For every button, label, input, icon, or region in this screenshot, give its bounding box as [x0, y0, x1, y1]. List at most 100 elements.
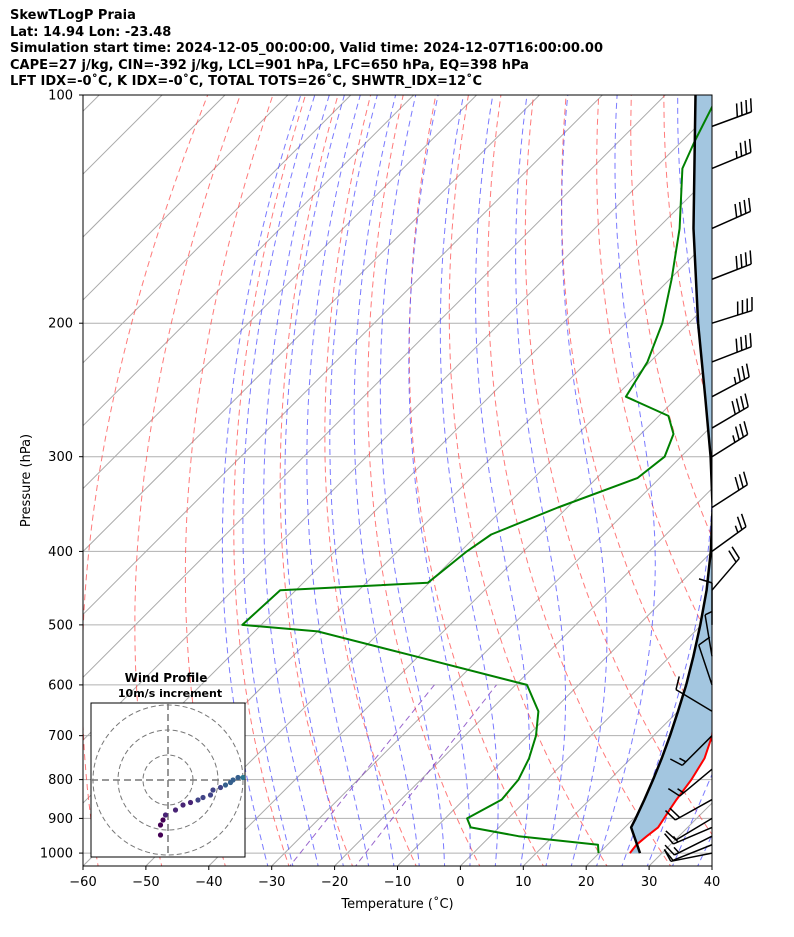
moist-adiabat [596, 95, 656, 866]
wind-barb-staff [711, 406, 749, 429]
dry-adiabat [367, 95, 481, 866]
dry-adiabat [324, 95, 417, 866]
y-tick-label: 300 [48, 450, 73, 465]
wind-barb-half-flag [734, 525, 739, 533]
wind-barb-flag [740, 395, 745, 410]
wind-barb-flag [735, 338, 738, 353]
y-tick-label: 900 [48, 812, 73, 827]
wind-barb-flag [748, 138, 752, 153]
x-tick-label: 20 [578, 875, 595, 890]
isotherm-line [711, 865, 712, 866]
wind-barb-staff [711, 263, 752, 280]
hodograph-point [217, 784, 224, 791]
x-tick-label: −50 [132, 875, 159, 890]
x-tick-label: −40 [195, 875, 222, 890]
wind-barb-flag [736, 516, 743, 530]
moist-adiabat [515, 95, 566, 866]
wind-barb-flag [731, 400, 737, 415]
dry-adiabat [233, 95, 306, 866]
isotherm-line [772, 78, 794, 869]
wind-barb-half-flag [673, 846, 680, 854]
moist-adiabat [439, 95, 499, 866]
dry-adiabat [83, 95, 209, 866]
chart-title: SkewTLogP Praia [10, 8, 136, 23]
dry-adiabat [561, 95, 712, 743]
isotherm-line [145, 299, 712, 866]
wind-barb-flag [744, 252, 748, 266]
wind-barb-flag [742, 471, 749, 485]
wind-barb-flag [664, 810, 676, 821]
hodograph-point [200, 794, 206, 801]
wind-barb-flag [743, 421, 749, 435]
wind-barb-staff [675, 689, 713, 712]
wind-profile-title: Wind Profile [125, 671, 208, 685]
wind-barb-flag [664, 844, 675, 856]
y-tick-label: 500 [48, 618, 73, 633]
isotherm-line [83, 95, 604, 616]
isotherm-line [83, 110, 712, 741]
simulation-times: Simulation start time: 2024-12-05_00:00:… [10, 41, 603, 56]
hodograph-point [207, 792, 214, 798]
moist-adiabat [561, 95, 608, 866]
x-tick-label: −20 [321, 875, 348, 890]
cape-cin-shading [629, 95, 712, 854]
wind-barb-staff [672, 844, 713, 862]
wind-barb-flag [664, 833, 674, 845]
wind-barb [711, 333, 752, 363]
wind-barb-staff [704, 614, 713, 657]
isotherm-line [522, 676, 712, 866]
moist-adiabat [475, 95, 531, 866]
wind-barb-flag [745, 99, 748, 114]
moist-adiabat [306, 95, 370, 866]
wind-barb-flag [734, 203, 738, 218]
wind-barb [711, 138, 752, 170]
wind-barb-flag [728, 550, 737, 563]
wind-barb-half-flag [733, 376, 737, 385]
x-tick-label: 10 [515, 875, 532, 890]
x-tick-label: 30 [641, 875, 658, 890]
hodograph-point [157, 822, 164, 828]
moist-adiabat [721, 95, 794, 869]
hodograph-point [172, 807, 179, 813]
cape-cin-levels: CAPE=27 j/kg, CIN=-392 j/kg, LCL=901 hPa… [10, 57, 529, 73]
hodograph-point [160, 817, 166, 823]
wind-barb [711, 363, 750, 398]
wind-barb-flag [698, 636, 711, 646]
isotherm-line [270, 424, 712, 866]
x-axis-label: Temperature (˚C) [340, 896, 453, 912]
wind-barb-staff [711, 526, 747, 553]
wind-barb [698, 636, 713, 686]
parcel-profile [629, 95, 712, 854]
hodograph-point [230, 777, 236, 783]
wind-barb-flag [734, 476, 740, 491]
y-axis-label: Pressure (hPa) [19, 434, 34, 527]
wind-barb-staff [681, 735, 713, 766]
wind-barb-half-flag [679, 757, 687, 763]
wind-barb-flag [749, 333, 752, 347]
hodograph-point [240, 774, 245, 781]
mixing-ratio-line [354, 684, 497, 866]
isotherm-line [83, 95, 667, 679]
wind-barb-flag [740, 513, 747, 527]
wind-profile-subtitle: 10m/s increment [118, 687, 222, 700]
wind-barb [669, 735, 713, 767]
hodograph-point [187, 799, 194, 806]
isotherm-line [83, 95, 352, 364]
isotherm-line [83, 95, 226, 238]
y-tick-label: 700 [48, 729, 73, 744]
wind-barb [711, 513, 747, 553]
wind-barb-half-flag [704, 611, 712, 616]
wind-barb-flag [740, 254, 743, 268]
isotherm-line [83, 95, 415, 427]
wind-barb-flag [749, 98, 753, 112]
y-tick-label: 200 [48, 317, 73, 332]
wind-barb-staff [673, 826, 713, 845]
x-tick-label: −10 [384, 875, 411, 890]
hodograph-grid [91, 703, 245, 857]
chart-header: SkewTLogP Praia Lat: 14.94 Lon: -23.48 S… [10, 8, 603, 91]
moist-adiabat [242, 95, 316, 866]
wind-barb [711, 296, 753, 324]
wind-barb-staff [711, 151, 752, 170]
isotherm-line [459, 613, 712, 866]
